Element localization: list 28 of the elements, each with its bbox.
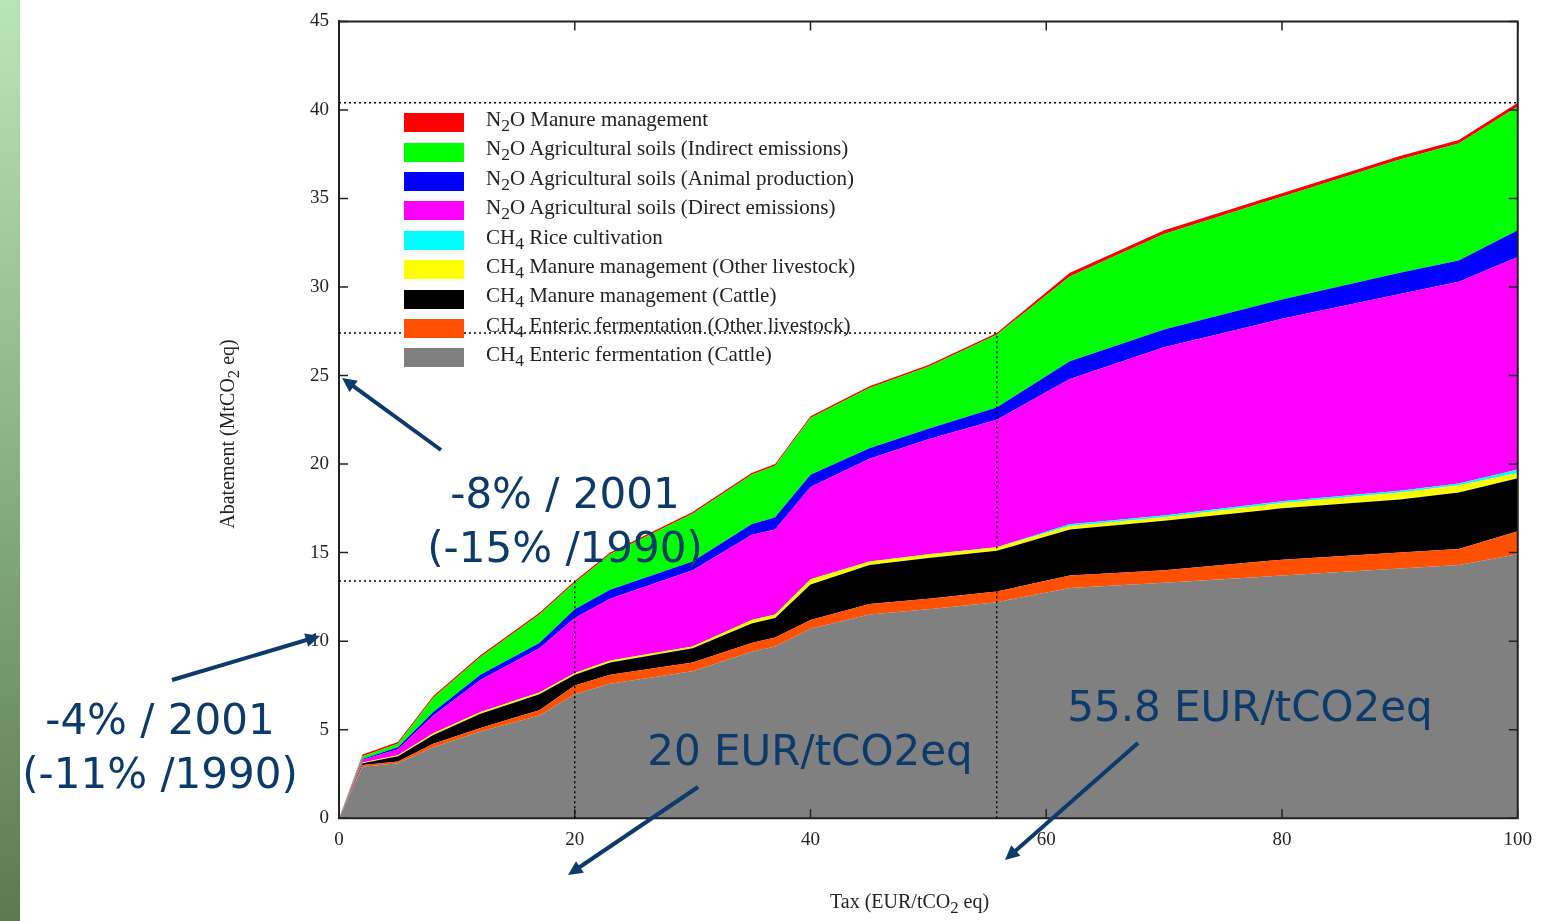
text: -4% / 2001 (-11% /1990)	[21, 694, 299, 800]
x-tick-label: 100	[1503, 827, 1532, 849]
x-tick-label: 60	[1036, 827, 1056, 849]
y-tick-label: 30	[310, 274, 329, 296]
annotation: 55.8 EUR/tCO2eq	[1066, 681, 1434, 733]
y-tick-label: 20	[310, 452, 329, 474]
legend-label: N$_{2}$O Agricultural soils (Direct emissions)	[486, 195, 836, 226]
y-tick-label: 0	[319, 806, 329, 828]
x-tick-label: 0	[334, 827, 344, 849]
y-tick-label: 45	[310, 9, 329, 31]
x-tick-label: 80	[1272, 827, 1292, 849]
x-axis-title: Tax (EUR/tCO$_{2}$ eq)	[830, 890, 990, 918]
legend-label: N$_{2}$O Agricultural soils (Indirect emissions)	[486, 136, 849, 167]
annotation: 20 EUR/tCO2eq	[646, 725, 974, 777]
y-tick-label: 15	[310, 540, 329, 562]
legend-label: CH$_{4}$ Rice cultivation	[486, 224, 663, 255]
legend-label: CH$_{4}$ Enteric fermentation (Other livestock)	[486, 312, 851, 343]
y-tick-label: 25	[310, 363, 329, 385]
legend-label: N$_{2}$O Agricultural soils (Animal production)	[486, 165, 855, 196]
y-tick-label: 40	[310, 97, 329, 119]
legend-label: CH$_{4}$ Manure management (Other livestock)	[486, 253, 856, 285]
legend-label: CH$_{4}$ Manure management (Cattle)	[486, 283, 777, 314]
x-tick-label: 20	[565, 827, 585, 849]
legend-label: CH$_{4}$ Enteric fermentation (Cattle)	[486, 342, 772, 373]
legend-label: N$_{2}$O Manure management	[486, 107, 709, 138]
x-tick-label: 40	[801, 827, 820, 849]
y-tick-label: 5	[319, 717, 329, 739]
y-tick-label: 35	[310, 186, 329, 208]
